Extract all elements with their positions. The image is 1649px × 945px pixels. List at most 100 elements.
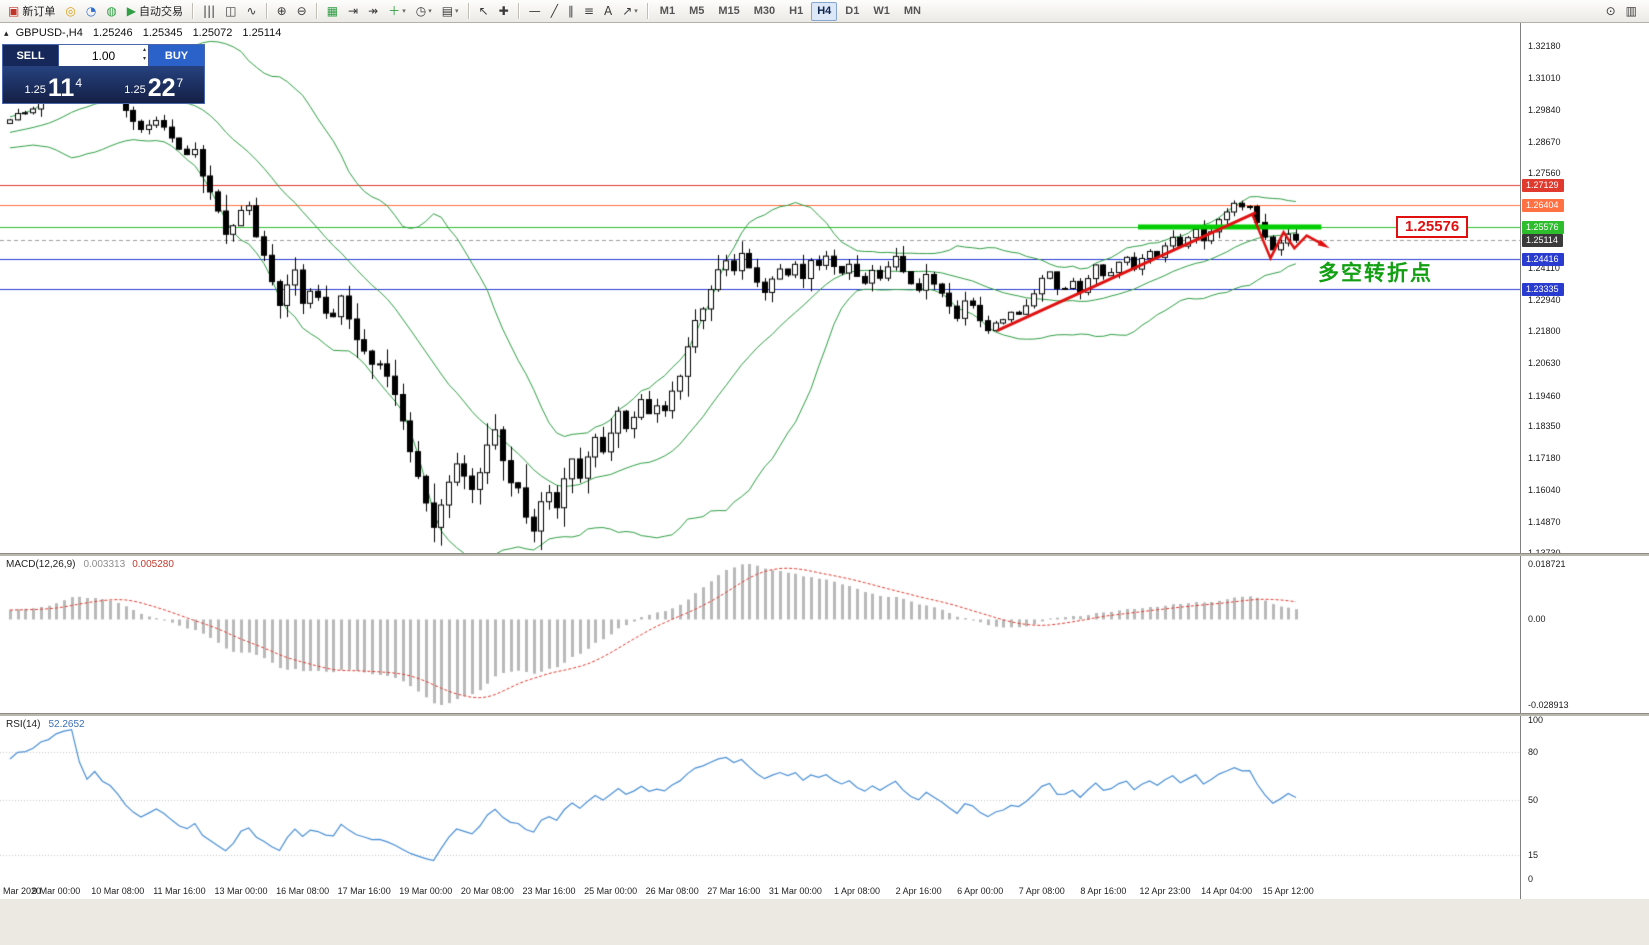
line-chart-button[interactable]: ∿: [243, 1, 261, 22]
timeframe-h4[interactable]: H4: [811, 1, 838, 21]
time-axis-label: 26 Mar 08:00: [645, 886, 699, 896]
toolbar-separator: [467, 3, 470, 19]
search-icon: ⊙: [1605, 4, 1616, 18]
main-toolbar: ▣ 新订单 ◎ ◔ ◍ ▶ 自动交易 ||| ◫ ∿ ⊕ ⊖ ▦ ⇥ ↠ ＋ ▾ ◷ ▾ ▤ ▾ ↖ ✚ — ╱ ∥ ≡ A ↗ ▾ M1…: [0, 0, 1649, 23]
lot-size-field[interactable]: 1.00 ▴ ▾: [59, 45, 148, 66]
panel-separator[interactable]: [0, 713, 1649, 716]
tile-windows-button[interactable]: ▦: [323, 1, 342, 22]
sell-button[interactable]: SELL: [3, 45, 59, 66]
timeframe-m5[interactable]: M5: [689, 5, 705, 17]
timeframe-h1[interactable]: H1: [789, 5, 804, 17]
rsi-label: RSI(14): [6, 719, 41, 730]
macd-panel-canvas[interactable]: [0, 556, 1520, 713]
price-tag-1.25576: 1.25576: [1522, 221, 1564, 235]
zoom-in-button[interactable]: ⊕: [273, 1, 291, 22]
timeframe-bar: M1 M5 M15 M30 H1 H4 D1 W1 MN: [653, 1, 928, 21]
chart-shift-icon: ⇥: [348, 4, 359, 18]
timeframe-d1[interactable]: D1: [845, 5, 860, 17]
price-axis-label: 1.19460: [1528, 390, 1561, 401]
autotrading-button[interactable]: ▶ 自动交易: [123, 1, 187, 22]
arrows-icon: ↗: [622, 4, 633, 18]
toolbar-separator: [646, 3, 649, 19]
price-axis-label: 1.14870: [1528, 516, 1561, 527]
chart-shift-button[interactable]: ⇥: [344, 1, 362, 22]
ohlc-close: 1.25114: [242, 27, 282, 39]
rsi-axis-label: 50: [1528, 794, 1539, 805]
ask-big-digits: 22: [147, 74, 176, 102]
cursor-button[interactable]: ↖: [475, 1, 493, 22]
rsi-panel-canvas[interactable]: [0, 716, 1520, 883]
auto-scroll-icon: ↠: [368, 4, 379, 18]
bid-pipette: 4: [75, 76, 83, 90]
horizontal-line-button[interactable]: —: [525, 1, 545, 22]
trendline-button[interactable]: ╱: [547, 1, 562, 22]
macd-axis-min: -0.028913: [1528, 700, 1569, 710]
price-callout-box[interactable]: 1.25576: [1396, 216, 1469, 238]
profile-icon: ◔: [85, 4, 97, 18]
periods-icon: ◷: [415, 4, 427, 18]
rsi-axis-label: 100: [1528, 715, 1544, 725]
bar-chart-button[interactable]: |||: [199, 1, 219, 22]
one-click-trading-panel: SELL 1.00 ▴ ▾ BUY 1.25 11 4 1.25 22 7: [2, 44, 205, 104]
profile-button[interactable]: ◔: [82, 1, 100, 22]
price-axis-label: 1.29840: [1528, 105, 1561, 116]
turning-point-label[interactable]: 多空转折点: [1318, 262, 1433, 285]
text-button[interactable]: A: [600, 1, 616, 22]
time-axis[interactable]: Mar 2020 9 Mar 00:00 10 Mar 08:00 11 Mar 16…: [0, 883, 1520, 899]
zoom-out-button[interactable]: ⊖: [293, 1, 311, 22]
time-axis-label: 23 Mar 16:00: [522, 886, 576, 896]
spin-up-icon[interactable]: ▴: [142, 47, 146, 53]
price-axis[interactable]: 1.321801.310101.298401.286701.275601.263…: [1520, 23, 1649, 899]
panel-separator[interactable]: [0, 553, 1649, 556]
toolbar-separator: [315, 3, 318, 19]
templates-button[interactable]: ▤ ▾: [438, 1, 463, 22]
window-list-icon: ▥: [1625, 4, 1637, 18]
community-button[interactable]: ◍: [102, 1, 120, 22]
buy-button[interactable]: BUY: [148, 45, 204, 66]
timeframe-mn[interactable]: MN: [903, 5, 921, 17]
new-order-button[interactable]: ▣ 新订单: [4, 1, 59, 22]
time-axis-label: 1 Apr 08:00: [833, 886, 881, 896]
bid-price[interactable]: 1.25 11 4: [3, 66, 104, 103]
window-list-button[interactable]: ▥: [1622, 1, 1641, 22]
macd-header: MACD(12,26,9) 0.003313 0.005280: [6, 559, 174, 570]
time-axis-label: 17 Mar 16:00: [337, 886, 391, 896]
community-icon: ◍: [106, 4, 117, 18]
indicators-button[interactable]: ＋ ▾: [384, 1, 410, 22]
search-button[interactable]: ⊙: [1602, 1, 1620, 22]
oneclick-collapse-icon[interactable]: ▴: [4, 28, 9, 38]
timeframe-m30[interactable]: M30: [753, 5, 776, 17]
fibonacci-button[interactable]: ≡: [580, 1, 598, 22]
autotrading-icon: ▶: [126, 4, 137, 18]
macd-value: 0.003313: [83, 559, 126, 570]
channel-button[interactable]: ∥: [564, 1, 578, 22]
ask-price[interactable]: 1.25 22 7: [104, 66, 205, 103]
price-axis-label: 1.22940: [1528, 294, 1561, 305]
ask-pipette: 7: [176, 76, 184, 90]
spin-down-icon[interactable]: ▾: [142, 56, 146, 62]
price-axis-label: 1.28670: [1528, 137, 1561, 148]
main-chart-canvas[interactable]: [0, 23, 1520, 553]
crosshair-button[interactable]: ✚: [495, 1, 513, 22]
navigator-button[interactable]: ◎: [61, 1, 79, 22]
time-axis-label: 14 Apr 04:00: [1201, 886, 1253, 896]
timeframe-m1[interactable]: M1: [659, 5, 676, 17]
timeframe-m15[interactable]: M15: [718, 5, 740, 17]
auto-scroll-button[interactable]: ↠: [364, 1, 382, 22]
ohlc-high: 1.25345: [142, 27, 183, 39]
periods-button[interactable]: ◷ ▾: [412, 1, 436, 22]
price-tag-1.26404: 1.26404: [1522, 198, 1564, 212]
time-axis-label: 27 Mar 16:00: [707, 886, 761, 896]
macd-signal-value: 0.005280: [132, 559, 174, 570]
timeframe-w1[interactable]: W1: [873, 5, 890, 17]
candlestick-chart-button[interactable]: ◫: [221, 1, 240, 22]
ohlc-open: 1.25246: [92, 27, 133, 39]
price-axis-label: 1.17180: [1528, 453, 1561, 464]
lot-spinner[interactable]: ▴ ▾: [143, 46, 146, 64]
lot-size-value[interactable]: 1.00: [91, 48, 116, 63]
price-axis-label: 1.27560: [1528, 167, 1561, 178]
macd-axis-max: 0.018721: [1528, 559, 1566, 569]
bid-big-digits: 11: [47, 74, 75, 102]
arrows-button[interactable]: ↗ ▾: [618, 1, 642, 22]
